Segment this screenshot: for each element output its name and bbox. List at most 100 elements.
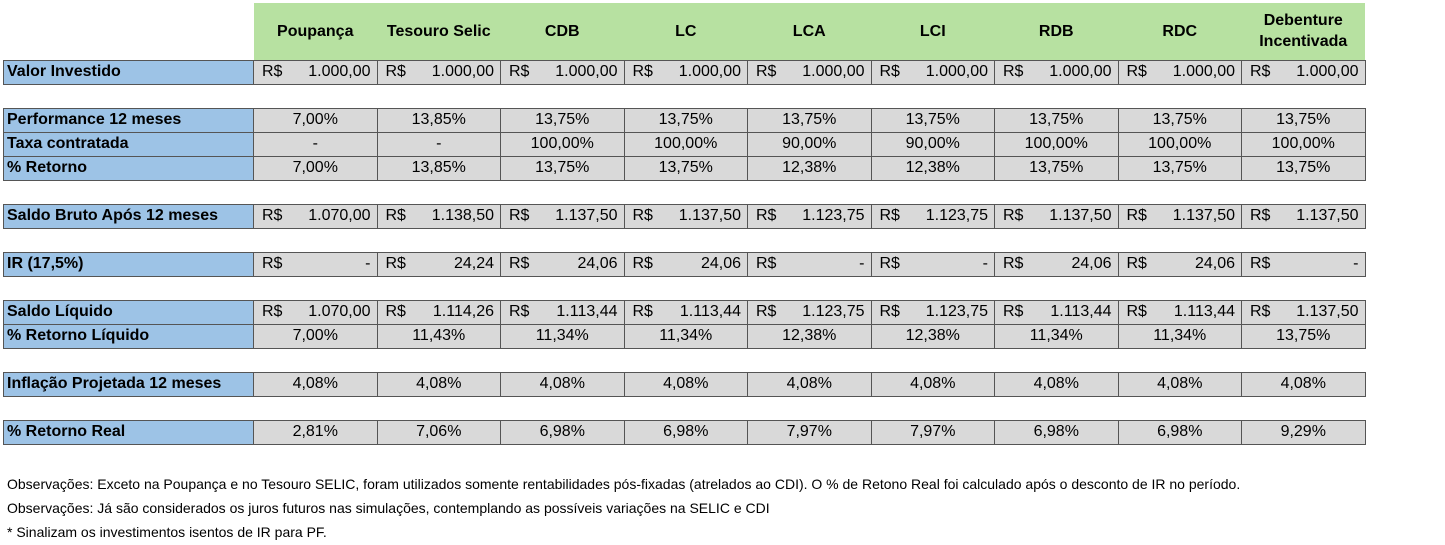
value-cell: 90,00% xyxy=(870,131,995,157)
amount: 1.113,44 xyxy=(1173,303,1235,320)
currency-cell: R$ 1.000,00 xyxy=(623,59,748,85)
row-label: % Retorno Líquido xyxy=(3,323,254,349)
amount: 1.113,44 xyxy=(1050,303,1112,320)
amount: 1.070,00 xyxy=(308,303,371,320)
amount: 1.113,44 xyxy=(679,303,741,320)
value-cell: 13,85% xyxy=(376,107,501,133)
currency-cell: R$ 1.138,50 xyxy=(376,203,501,229)
amount: 1.000,00 xyxy=(678,63,741,80)
amount: 1.137,50 xyxy=(678,207,741,224)
value-cell: 11,34% xyxy=(500,323,625,349)
amount: 1.114,26 xyxy=(432,303,494,320)
currency-cell: R$ 1.137,50 xyxy=(623,203,748,229)
currency: R$ xyxy=(509,63,530,80)
amount: - xyxy=(982,255,988,272)
data-row: IR (17,5%) R$ - R$ 24,24 R$ 24,06 R$ 24,06 R$ - R$ -… xyxy=(3,251,1366,277)
amount: 1.000,00 xyxy=(555,63,618,80)
amount: 1.000,00 xyxy=(308,63,371,80)
currency: R$ xyxy=(262,63,283,80)
column-header-text: LC xyxy=(675,22,697,40)
value-cell: 11,43% xyxy=(376,323,501,349)
value-cell: 12,38% xyxy=(870,155,995,181)
data-row: Inflação Projetada 12 meses 4,08% 4,08% 4,0… xyxy=(3,371,1366,397)
currency-cell: R$ 1.114,26 xyxy=(376,299,501,325)
currency: R$ xyxy=(385,207,406,224)
value-cell: 11,34% xyxy=(1117,323,1242,349)
value-cell: 13,75% xyxy=(500,107,625,133)
value-cell: 7,00% xyxy=(253,155,378,181)
value-cell: 13,75% xyxy=(1241,107,1366,133)
amount: 1.070,00 xyxy=(308,207,371,224)
amount: 24,06 xyxy=(577,255,618,272)
amount: 1.123,75 xyxy=(925,303,988,320)
column-header: RDC xyxy=(1118,3,1242,60)
note: Observações: Exceto na Poupança e no Tes… xyxy=(7,476,1241,492)
currency: R$ xyxy=(262,255,283,272)
currency-cell: R$ 1.000,00 xyxy=(994,59,1119,85)
value-cell: 13,75% xyxy=(1241,155,1366,181)
amount: 24,06 xyxy=(1071,255,1112,272)
currency: R$ xyxy=(756,63,777,80)
currency: R$ xyxy=(756,207,777,224)
spacer-row xyxy=(3,84,1365,108)
currency: R$ xyxy=(1126,63,1147,80)
currency-cell: R$ - xyxy=(870,251,995,277)
value-cell: 7,97% xyxy=(747,419,872,445)
spacer-row xyxy=(3,348,1365,372)
column-header-text: LCI xyxy=(919,22,946,40)
spacer-row xyxy=(3,396,1365,420)
value-cell: 2,81% xyxy=(253,419,378,445)
data-row: Performance 12 meses 7,00% 13,85% 13,75% 13,… xyxy=(3,107,1366,133)
value-cell: 4,08% xyxy=(747,371,872,397)
value-cell: 7,97% xyxy=(870,419,995,445)
amount: 1.137,50 xyxy=(1296,303,1359,320)
currency: R$ xyxy=(1250,63,1271,80)
currency: R$ xyxy=(632,207,653,224)
currency-cell: R$ 1.123,75 xyxy=(747,299,872,325)
currency-cell: R$ 1.113,44 xyxy=(1117,299,1242,325)
currency: R$ xyxy=(1126,303,1147,320)
currency: R$ xyxy=(879,255,900,272)
currency-cell: R$ 1.137,50 xyxy=(1241,203,1366,229)
spacer-row xyxy=(3,228,1365,252)
column-header: LCA xyxy=(747,3,871,60)
amount: 1.137,50 xyxy=(1049,207,1112,224)
row-label: Inflação Projetada 12 meses xyxy=(3,371,254,397)
value-cell: 6,98% xyxy=(500,419,625,445)
currency: R$ xyxy=(1250,207,1271,224)
value-cell: 13,85% xyxy=(376,155,501,181)
spacer-row xyxy=(3,180,1365,204)
column-header-text: Tesouro Selic xyxy=(386,22,491,40)
value-cell: 100,00% xyxy=(500,131,625,157)
data-row: % Retorno Real 2,81% 7,06% 6,98% 6,98% 7,97% 7… xyxy=(3,419,1366,445)
currency: R$ xyxy=(385,303,406,320)
corner xyxy=(3,3,254,60)
amount: 24,24 xyxy=(453,255,494,272)
note: Observações: Já são considerados os juro… xyxy=(7,500,770,516)
currency-cell: R$ 24,06 xyxy=(500,251,625,277)
value-cell: 11,34% xyxy=(623,323,748,349)
amount: 1.000,00 xyxy=(1296,63,1359,80)
currency: R$ xyxy=(1003,255,1024,272)
amount: 1.000,00 xyxy=(925,63,988,80)
value-cell: 90,00% xyxy=(747,131,872,157)
currency-cell: R$ 1.137,50 xyxy=(1117,203,1242,229)
currency: R$ xyxy=(632,63,653,80)
currency-cell: R$ 1.137,50 xyxy=(500,203,625,229)
amount: - xyxy=(365,255,371,272)
currency: R$ xyxy=(756,255,777,272)
row-label: IR (17,5%) xyxy=(3,251,254,277)
value-cell: 13,75% xyxy=(623,107,748,133)
value-cell: 6,98% xyxy=(994,419,1119,445)
currency-cell: R$ 1.113,44 xyxy=(500,299,625,325)
value-cell: 13,75% xyxy=(623,155,748,181)
value-cell: 4,08% xyxy=(623,371,748,397)
currency-cell: R$ 1.123,75 xyxy=(870,203,995,229)
currency-cell: R$ 1.000,00 xyxy=(1241,59,1366,85)
currency: R$ xyxy=(509,303,530,320)
data-row: Saldo Bruto Após 12 meses R$ 1.070,00 R$ 1.1… xyxy=(3,203,1366,229)
notes: Observações: Exceto na Poupança e no Tes… xyxy=(7,472,1240,544)
value-cell: - xyxy=(376,131,501,157)
currency-cell: R$ 1.000,00 xyxy=(747,59,872,85)
column-header: RDB xyxy=(994,3,1118,60)
